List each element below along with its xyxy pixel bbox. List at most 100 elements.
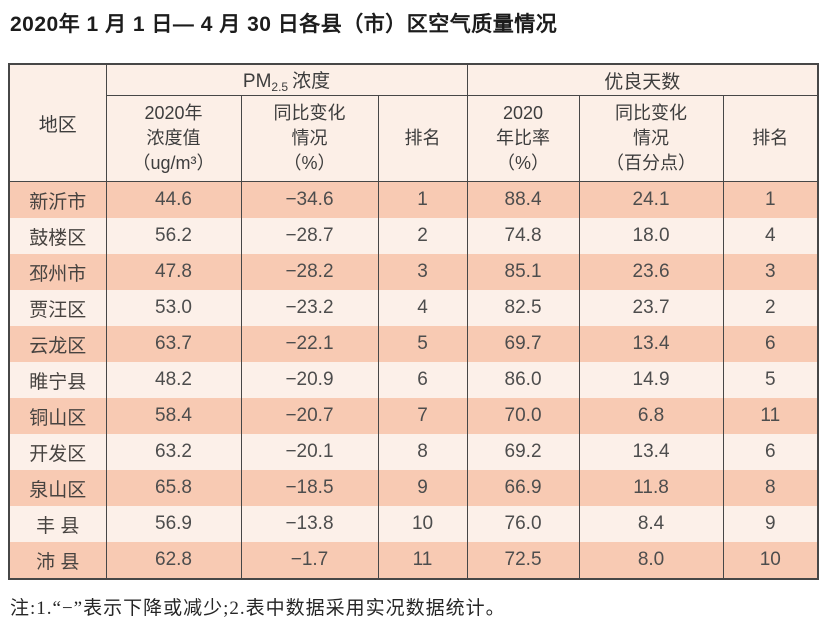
table-row: 睢宁县 48.2 −20.9 6 86.0 14.9 5 <box>8 362 819 398</box>
value-cell: −28.7 <box>240 218 379 254</box>
col-header-gd-change: 同比变化 情况 （百分点） <box>578 95 724 182</box>
value-cell: 10 <box>722 542 819 579</box>
value-cell: 70.0 <box>466 398 580 434</box>
value-cell: −23.2 <box>240 290 379 326</box>
value-cell: 88.4 <box>466 181 580 218</box>
value-cell: 82.5 <box>466 290 580 326</box>
value-cell: 6.8 <box>578 398 724 434</box>
table-row: 沛 县 62.8 −1.7 11 72.5 8.0 10 <box>8 542 819 579</box>
value-cell: 4 <box>722 218 819 254</box>
table-row: 丰 县 56.9 −13.8 10 76.0 8.4 9 <box>8 506 819 542</box>
air-quality-table: 地区 PM2.5 浓度 优良天数 2020年 浓度值 （ug/m³） 同比变化 情… <box>8 63 820 580</box>
value-cell: 6 <box>722 326 819 362</box>
value-cell: 18.0 <box>578 218 724 254</box>
value-cell: −18.5 <box>240 470 379 506</box>
value-cell: 11 <box>722 398 819 434</box>
value-cell: 74.8 <box>466 218 580 254</box>
region-cell: 睢宁县 <box>8 362 107 398</box>
sub-header-row: 2020年 浓度值 （ug/m³） 同比变化 情况 （%） 排名 2020 年比… <box>9 95 819 182</box>
value-cell: −28.2 <box>240 254 379 290</box>
value-cell: 3 <box>722 254 819 290</box>
value-cell: 86.0 <box>466 362 580 398</box>
value-cell: 85.1 <box>466 254 580 290</box>
value-cell: 7 <box>377 398 468 434</box>
value-cell: 8.0 <box>578 542 724 579</box>
value-cell: −22.1 <box>240 326 379 362</box>
value-cell: 48.2 <box>105 362 242 398</box>
value-cell: 8 <box>722 470 819 506</box>
table-row: 邳州市 47.8 −28.2 3 85.1 23.6 3 <box>8 254 819 290</box>
value-cell: 3 <box>377 254 468 290</box>
value-cell: 1 <box>377 181 468 218</box>
value-cell: 72.5 <box>466 542 580 579</box>
table-row: 鼓楼区 56.2 −28.7 2 74.8 18.0 4 <box>8 218 819 254</box>
pm25-label-suffix: 浓度 <box>292 71 331 92</box>
value-cell: 1 <box>722 181 819 218</box>
col-header-gd-ratio: 2020 年比率 （%） <box>466 95 580 182</box>
value-cell: 5 <box>722 362 819 398</box>
value-cell: 2 <box>377 218 468 254</box>
value-cell: 53.0 <box>105 290 242 326</box>
value-cell: 10 <box>377 506 468 542</box>
value-cell: 66.9 <box>466 470 580 506</box>
region-cell: 沛 县 <box>8 542 107 579</box>
col-header-pm-change: 同比变化 情况 （%） <box>240 95 379 182</box>
value-cell: −13.8 <box>240 506 379 542</box>
value-cell: 23.6 <box>578 254 724 290</box>
table-row: 云龙区 63.7 −22.1 5 69.7 13.4 6 <box>8 326 819 362</box>
value-cell: 2 <box>722 290 819 326</box>
table-row: 贾汪区 53.0 −23.2 4 82.5 23.7 2 <box>8 290 819 326</box>
value-cell: 6 <box>377 362 468 398</box>
group-header-good-days: 优良天数 <box>466 64 819 96</box>
value-cell: 13.4 <box>578 434 724 470</box>
group-header-row: 地区 PM2.5 浓度 优良天数 <box>8 64 819 182</box>
value-cell: 23.7 <box>578 290 724 326</box>
value-cell: 63.7 <box>105 326 242 362</box>
col-header-region: 地区 <box>8 64 107 182</box>
region-cell: 邳州市 <box>8 254 107 290</box>
value-cell: 5 <box>377 326 468 362</box>
table-row: 铜山区 58.4 −20.7 7 70.0 6.8 11 <box>8 398 819 434</box>
value-cell: 63.2 <box>105 434 242 470</box>
region-cell: 开发区 <box>8 434 107 470</box>
value-cell: −20.1 <box>240 434 379 470</box>
region-cell: 新沂市 <box>8 181 107 218</box>
value-cell: 14.9 <box>578 362 724 398</box>
value-cell: 56.2 <box>105 218 242 254</box>
table-row: 泉山区 65.8 −18.5 9 66.9 11.8 8 <box>8 470 819 506</box>
page-title: 2020年 1 月 1 日— 4 月 30 日各县（市）区空气质量情况 <box>10 13 558 36</box>
value-cell: 11 <box>377 542 468 579</box>
value-cell: 9 <box>377 470 468 506</box>
pm25-label-prefix: PM <box>242 71 272 92</box>
footnote: 注:1.“−”表示下降或减少;2.表中数据采用实况数据统计。 <box>10 598 506 619</box>
value-cell: 69.7 <box>466 326 580 362</box>
value-cell: 69.2 <box>466 434 580 470</box>
value-cell: 58.4 <box>105 398 242 434</box>
value-cell: −20.9 <box>240 362 379 398</box>
value-cell: 24.1 <box>578 181 724 218</box>
value-cell: 6 <box>722 434 819 470</box>
value-cell: 8 <box>377 434 468 470</box>
table-body: 新沂市 44.6 −34.6 1 88.4 24.1 1 鼓楼区 56.2 −28.7 2 74.8 1… <box>8 181 819 579</box>
value-cell: 76.0 <box>466 506 580 542</box>
table-row: 开发区 63.2 −20.1 8 69.2 13.4 6 <box>8 434 819 470</box>
value-cell: 4 <box>377 290 468 326</box>
value-cell: 11.8 <box>578 470 724 506</box>
col-header-pm-value: 2020年 浓度值 （ug/m³） <box>105 95 242 182</box>
col-header-gd-rank: 排名 <box>722 95 819 182</box>
value-cell: 13.4 <box>578 326 724 362</box>
table-row: 新沂市 44.6 −34.6 1 88.4 24.1 1 <box>8 181 819 218</box>
value-cell: 44.6 <box>105 181 242 218</box>
value-cell: −34.6 <box>240 181 379 218</box>
value-cell: 56.9 <box>105 506 242 542</box>
region-cell: 铜山区 <box>8 398 107 434</box>
region-cell: 云龙区 <box>8 326 107 362</box>
pm25-label-subscript: 2.5 <box>271 80 289 94</box>
value-cell: 62.8 <box>105 542 242 579</box>
table-header: 地区 PM2.5 浓度 优良天数 2020年 浓度值 （ug/m³） 同比变化 情… <box>8 64 819 182</box>
value-cell: 65.8 <box>105 470 242 506</box>
value-cell: −1.7 <box>240 542 379 579</box>
value-cell: 47.8 <box>105 254 242 290</box>
value-cell: 9 <box>722 506 819 542</box>
